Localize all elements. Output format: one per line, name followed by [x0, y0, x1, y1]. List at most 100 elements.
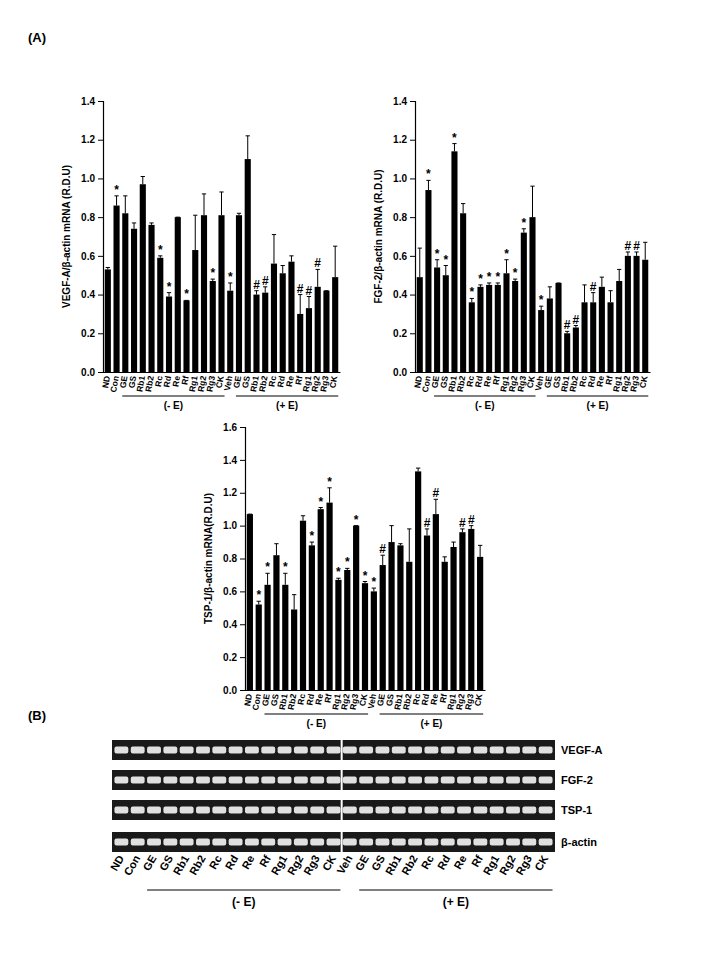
error-bar — [389, 526, 393, 542]
bar — [192, 250, 198, 372]
gel-strip — [112, 832, 341, 852]
figure: (A)0.00.20.40.60.81.01.21.4NDConGEGSRb1R… — [0, 0, 720, 960]
significance-label: # — [433, 486, 440, 500]
error-bar — [202, 194, 206, 215]
x-axis: NDConGEGSRb1Rb2RcRdReRfRg1Rg2Rg3CKVehGEG… — [100, 372, 340, 393]
significance-label: # — [625, 239, 632, 253]
gel-band — [359, 807, 373, 814]
gel-strip — [343, 832, 555, 852]
gel-band — [229, 839, 243, 846]
y-axis-line — [98, 102, 104, 373]
bar — [271, 264, 277, 372]
bar — [247, 514, 253, 690]
error-bar — [452, 144, 456, 152]
error-bar — [176, 217, 180, 218]
error-bar — [617, 269, 621, 281]
gel-band — [261, 839, 275, 846]
error-bar — [381, 555, 385, 565]
y-tick-mark — [410, 101, 415, 102]
error-bar — [608, 291, 612, 303]
error-bar — [237, 213, 241, 215]
gel-strip — [343, 770, 555, 790]
gel-band — [473, 807, 487, 814]
bar — [581, 302, 587, 372]
gel-band — [343, 839, 357, 846]
bar — [300, 521, 306, 690]
gel-band — [114, 777, 128, 784]
error-bar — [504, 260, 508, 274]
y-tick: 1.0 — [223, 520, 245, 531]
significance-label: * — [336, 565, 341, 579]
error-bar — [591, 293, 595, 303]
bar — [280, 273, 286, 372]
gel-lane-label: Rg1 — [481, 853, 502, 877]
gel-lane-label: Rb1 — [383, 853, 404, 877]
bar — [262, 293, 268, 372]
error-bar — [248, 514, 252, 515]
gel-lane-label: Rb1 — [171, 853, 192, 877]
bar — [157, 258, 163, 372]
y-tick-label: 0.8 — [223, 553, 237, 564]
error-bar — [228, 283, 232, 291]
y-tick: 0.6 — [81, 251, 103, 262]
bar — [388, 542, 394, 690]
gel-band — [114, 747, 128, 754]
y-tick-mark — [410, 333, 415, 334]
bar — [486, 285, 492, 372]
gel-band — [457, 807, 471, 814]
gel-strip — [343, 740, 555, 760]
gel-band — [278, 839, 292, 846]
bar — [538, 310, 544, 372]
gel-band — [131, 807, 145, 814]
y-tick: 0.2 — [393, 328, 415, 339]
bar — [469, 302, 475, 372]
bar — [256, 605, 262, 690]
significance-label: * — [443, 253, 448, 267]
significance-label: # — [379, 542, 386, 556]
error-bar — [106, 267, 110, 269]
bar — [521, 233, 527, 372]
group-label: (+ E) — [443, 895, 469, 909]
significance-label: * — [452, 131, 457, 145]
error-bar — [141, 176, 145, 184]
y-tick-label: 0.2 — [81, 328, 95, 339]
gel-band — [245, 747, 259, 754]
gel-band — [424, 807, 438, 814]
gel-band — [196, 777, 210, 784]
x-tick: CK — [327, 372, 339, 389]
error-bar — [333, 246, 337, 277]
gel-lane-label: Rb2 — [187, 853, 208, 877]
gel-band — [490, 839, 504, 846]
gel-band — [392, 777, 406, 784]
y-axis-line — [410, 102, 416, 373]
significance-label: * — [210, 266, 215, 280]
gel-panel: (B)VEGF-AFGF-2TSP-1β-actinNDConGEGSRb1Rb… — [28, 708, 603, 909]
y-tick-label: 0.6 — [223, 586, 237, 597]
bar — [175, 217, 181, 372]
y-tick-label: 0.8 — [81, 212, 95, 223]
bar — [291, 609, 297, 690]
gel-band — [376, 777, 390, 784]
gel-band — [212, 747, 226, 754]
gel-strip — [343, 800, 555, 820]
gel-lane-label: Rg3 — [513, 853, 534, 877]
gel-row-label: FGF-2 — [561, 774, 593, 786]
y-tick: 0.4 — [393, 289, 415, 300]
gel-lane-label: CK — [532, 853, 550, 873]
bar — [590, 302, 596, 372]
bar — [433, 514, 439, 690]
gel-band — [327, 747, 341, 754]
group-label: (- E) — [164, 400, 183, 411]
significance-label: * — [372, 575, 377, 589]
error-bar — [149, 223, 153, 225]
bar — [512, 281, 518, 372]
gel-band — [196, 747, 210, 754]
gel-band — [490, 807, 504, 814]
y-tick-label: 0.8 — [393, 212, 407, 223]
significance-label: # — [262, 274, 269, 288]
significance-label: * — [184, 287, 189, 301]
gel-band — [180, 747, 194, 754]
gel-band — [310, 777, 324, 784]
gel-band — [163, 807, 177, 814]
error-bar — [582, 285, 586, 302]
